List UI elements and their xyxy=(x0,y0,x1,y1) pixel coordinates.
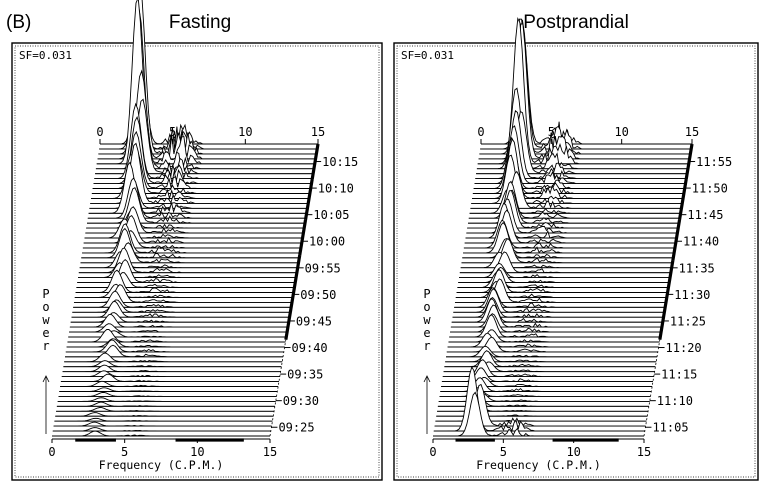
top-tick-label: 5 xyxy=(548,125,555,139)
top-tick-label: 10 xyxy=(614,125,628,139)
panel-title-postprandial: Postprandial xyxy=(523,12,629,33)
x-axis-title: Frequency (C.P.M.) xyxy=(99,458,224,472)
x-tick-label: 0 xyxy=(429,445,436,459)
time-tick-label: 11:10 xyxy=(657,394,693,408)
time-tick-label: 09:40 xyxy=(292,341,328,355)
top-tick-label: 0 xyxy=(96,125,103,139)
x-tick-label: 5 xyxy=(500,445,507,459)
time-tick-label: 09:30 xyxy=(283,394,319,408)
time-axis-band xyxy=(298,219,308,256)
time-tick-label: 09:45 xyxy=(296,314,332,328)
time-tick-label: 10:00 xyxy=(309,235,345,249)
fasting-axes: 0 5 10 15 0 5 10 15 Frequency (C.P.M.) P o w e r 10:15… xyxy=(42,125,358,472)
top-tick-label: 5 xyxy=(169,125,176,139)
time-tick-label: 11:20 xyxy=(666,341,702,355)
x-tick-label: 15 xyxy=(637,445,651,459)
x-tick-label: 0 xyxy=(48,445,55,459)
top-tick-label: 15 xyxy=(311,125,325,139)
fasting-sf-label: SF=0.031 xyxy=(19,49,72,62)
time-tick-label: 10:10 xyxy=(318,182,354,196)
time-tick-label: 09:50 xyxy=(300,288,336,302)
panel-title-fasting: Fasting xyxy=(169,12,231,33)
time-tick-label: 09:55 xyxy=(305,261,341,275)
postprandial-panel: SF=0.031 0 5 10 15 0 5 10 15 Frequency (C.P.M.) P… xyxy=(393,17,759,481)
x-tick-label: 10 xyxy=(190,445,204,459)
x-tick-label: 5 xyxy=(121,445,128,459)
time-axis-band xyxy=(303,178,314,221)
time-tick-label: 10:15 xyxy=(322,155,358,169)
time-axis-line xyxy=(643,143,693,437)
figure-label: (B) xyxy=(6,12,31,33)
time-tick-label: 11:55 xyxy=(696,155,732,169)
top-tick-label: 15 xyxy=(685,125,699,139)
x-tick-label: 10 xyxy=(566,445,580,459)
time-tick-label: 11:45 xyxy=(687,208,723,222)
time-tick-label: 09:35 xyxy=(287,368,323,382)
postprandial-axes: 0 5 10 15 0 5 10 15 Frequency (C.P.M.) P o w e r 11:55… xyxy=(423,125,732,472)
postprandial-sf-label: SF=0.031 xyxy=(401,49,454,62)
time-axis-band xyxy=(671,219,682,262)
postprandial-waterfall xyxy=(433,17,692,437)
power-arrow-head xyxy=(423,375,431,383)
time-axis-band xyxy=(677,178,688,221)
time-tick-label: 11:35 xyxy=(679,261,715,275)
time-axis-line xyxy=(269,143,319,437)
postprandial-inner-border xyxy=(396,45,756,478)
time-tick-label: 11:25 xyxy=(670,314,706,328)
time-tick-label: 10:05 xyxy=(313,208,349,222)
power-arrow-head xyxy=(42,375,50,383)
time-axis-band xyxy=(284,254,302,340)
top-tick-label: 0 xyxy=(477,125,484,139)
time-axis-band xyxy=(658,260,675,340)
x-axis-title: Frequency (C.P.M.) xyxy=(476,458,601,472)
time-tick-label: 11:30 xyxy=(674,288,710,302)
time-tick-label: 11:05 xyxy=(652,421,688,435)
postprandial-frame xyxy=(393,42,759,481)
time-tick-label: 11:15 xyxy=(661,368,697,382)
top-tick-label: 10 xyxy=(238,125,252,139)
x-tick-label: 15 xyxy=(263,445,277,459)
fasting-frame xyxy=(11,42,383,481)
time-tick-label: 09:25 xyxy=(278,421,314,435)
time-tick-label: 11:50 xyxy=(692,182,728,196)
fasting-waterfall xyxy=(52,0,318,437)
fasting-panel: SF=0.031 0 5 10 15 0 5 10 15 Frequency (C.P.M.) P… xyxy=(11,0,383,481)
time-tick-label: 11:40 xyxy=(683,235,719,249)
